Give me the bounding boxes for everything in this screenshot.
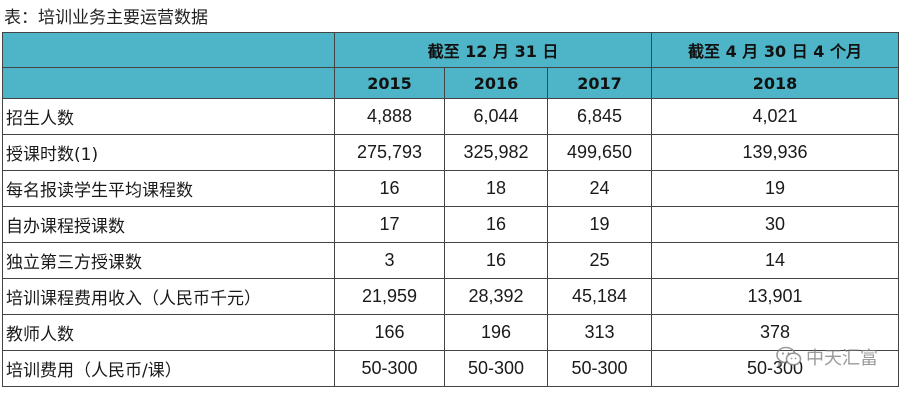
header-row-periods: 截至 12 月 31 日 截至 4 月 30 日 4 个月 [2,32,900,68]
cell-value: 196 [444,314,548,351]
table-row: 教师人数 166 196 313 378 [2,314,900,351]
table-row: 授课时数(1) 275,793 325,982 499,650 139,936 [2,134,900,171]
cell-value: 313 [546,314,653,351]
header-row-years: 2015 2016 2017 2018 [2,67,900,99]
operations-table: 截至 12 月 31 日 截至 4 月 30 日 4 个月 2015 2016 … [2,32,900,387]
cell-value: 50-300 [444,350,548,387]
table-row: 招生人数 4,888 6,044 6,845 4,021 [2,98,900,135]
row-label: 每名报读学生平均课程数 [2,170,335,207]
cell-value: 499,650 [546,134,653,171]
table-row: 独立第三方授课数 3 16 25 14 [2,242,900,279]
row-label: 教师人数 [2,314,335,351]
header-year: 2016 [444,67,548,99]
cell-value: 16 [444,206,548,243]
cell-value: 3 [334,242,445,279]
row-label: 自办课程授课数 [2,206,335,243]
cell-value: 6,845 [546,98,653,135]
header-year: 2018 [651,67,900,99]
table-row: 培训课程费用收入（人民币千元） 21,959 28,392 45,184 13,… [2,278,900,315]
cell-value: 4,021 [651,98,900,135]
cell-value: 45,184 [546,278,653,315]
row-label: 独立第三方授课数 [2,242,335,279]
cell-value: 13,901 [651,278,900,315]
row-label: 授课时数(1) [2,134,335,171]
header-corner [2,32,335,68]
table-caption: 表：培训业务主要运营数据 [4,8,208,28]
cell-value: 19 [546,206,653,243]
cell-value: 275,793 [334,134,445,171]
cell-value: 4,888 [334,98,445,135]
cell-value: 21,959 [334,278,445,315]
header-period-dec31: 截至 12 月 31 日 [333,32,653,68]
cell-value: 50-300 [334,350,445,387]
row-label: 培训费用（人民币/课） [2,350,335,387]
cell-value: 25 [546,242,653,279]
cell-value: 50-300 [546,350,653,387]
header-year-corner [2,67,335,99]
cell-value: 50-300 [651,350,900,387]
header-period-apr30: 截至 4 月 30 日 4 个月 [651,32,900,68]
cell-value: 6,044 [444,98,548,135]
cell-value: 16 [334,170,445,207]
cell-value: 378 [651,314,900,351]
cell-value: 139,936 [651,134,900,171]
table-row: 自办课程授课数 17 16 19 30 [2,206,900,243]
row-label: 招生人数 [2,98,335,135]
table-row: 每名报读学生平均课程数 16 18 24 19 [2,170,900,207]
cell-value: 325,982 [444,134,548,171]
cell-value: 28,392 [444,278,548,315]
cell-value: 16 [444,242,548,279]
cell-value: 18 [444,170,548,207]
cell-value: 14 [651,242,900,279]
table-row: 培训费用（人民币/课） 50-300 50-300 50-300 50-300 [2,350,900,387]
cell-value: 166 [334,314,445,351]
header-year: 2015 [334,67,445,99]
header-year: 2017 [546,67,653,99]
cell-value: 24 [546,170,653,207]
cell-value: 19 [651,170,900,207]
row-label: 培训课程费用收入（人民币千元） [2,278,335,315]
cell-value: 30 [651,206,900,243]
cell-value: 17 [334,206,445,243]
